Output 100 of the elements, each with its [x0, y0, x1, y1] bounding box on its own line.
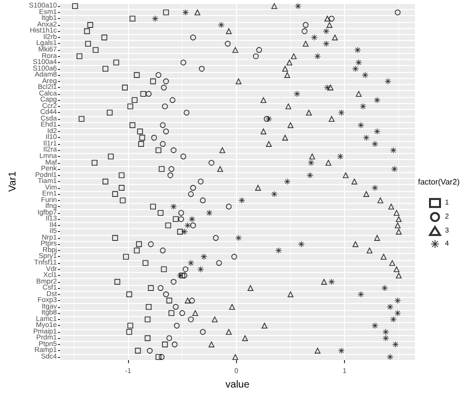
point [132, 97, 138, 104]
point [194, 9, 200, 16]
point [328, 16, 335, 22]
point [200, 197, 206, 204]
point [113, 60, 120, 66]
point [372, 140, 378, 147]
point [262, 322, 268, 329]
legend-title: factor(Var2) [418, 178, 460, 186]
point [166, 335, 172, 342]
point [314, 348, 320, 354]
point [106, 110, 113, 116]
point [394, 266, 400, 272]
point [192, 310, 198, 316]
point [294, 90, 300, 97]
point [120, 197, 126, 204]
point [162, 103, 168, 110]
point [136, 241, 142, 248]
point [156, 147, 162, 154]
point [184, 110, 190, 116]
point [134, 348, 141, 354]
point [72, 3, 78, 10]
point [212, 235, 219, 241]
point [138, 141, 144, 147]
point [229, 304, 235, 310]
point [144, 316, 151, 322]
point [276, 247, 282, 254]
point [127, 103, 134, 110]
point [178, 210, 184, 216]
point [162, 342, 168, 348]
point [163, 9, 169, 16]
point [188, 260, 194, 266]
point [114, 278, 120, 285]
point [190, 222, 196, 228]
point [112, 235, 118, 241]
point [76, 53, 82, 60]
point [212, 316, 218, 322]
point [168, 166, 174, 172]
point [170, 97, 176, 104]
point [108, 154, 114, 160]
point [311, 34, 318, 40]
point [260, 97, 266, 104]
point [208, 342, 214, 348]
point [190, 184, 196, 191]
y-axis-title: Var1 [8, 170, 18, 192]
point [309, 154, 316, 160]
point [146, 90, 152, 97]
point [282, 134, 288, 141]
point [356, 90, 362, 97]
point [160, 266, 167, 272]
point [180, 154, 186, 160]
point [352, 241, 358, 248]
point [126, 329, 132, 335]
point [144, 335, 151, 342]
point [302, 28, 308, 34]
point [284, 72, 290, 78]
point [325, 160, 332, 166]
point [156, 72, 162, 78]
point [236, 234, 242, 241]
point [102, 66, 108, 72]
point [156, 354, 162, 360]
point [101, 34, 108, 40]
point [252, 53, 259, 60]
point [256, 47, 262, 53]
point [389, 260, 396, 266]
point [85, 40, 91, 47]
point [181, 228, 188, 235]
point [182, 272, 188, 278]
point [363, 191, 370, 197]
point [158, 210, 164, 216]
point [150, 204, 156, 210]
point [163, 78, 169, 84]
point [172, 216, 179, 222]
point [342, 172, 349, 178]
point [130, 122, 136, 128]
point [160, 141, 166, 147]
point [188, 316, 194, 322]
point [394, 10, 401, 16]
point [78, 116, 84, 122]
point [134, 248, 140, 254]
point [328, 116, 335, 122]
point [137, 128, 143, 134]
point [150, 78, 156, 84]
point [172, 342, 178, 348]
point [178, 216, 184, 222]
point [302, 40, 309, 47]
point [148, 241, 154, 248]
point [184, 298, 191, 304]
point [139, 134, 146, 141]
point [224, 40, 231, 47]
point [354, 46, 361, 53]
point [134, 72, 140, 78]
point [324, 16, 330, 22]
point [118, 172, 125, 178]
point [388, 204, 394, 210]
point [242, 335, 248, 342]
point [231, 254, 238, 260]
point [140, 90, 146, 97]
point [360, 103, 366, 110]
point [170, 147, 176, 154]
point [163, 291, 169, 298]
